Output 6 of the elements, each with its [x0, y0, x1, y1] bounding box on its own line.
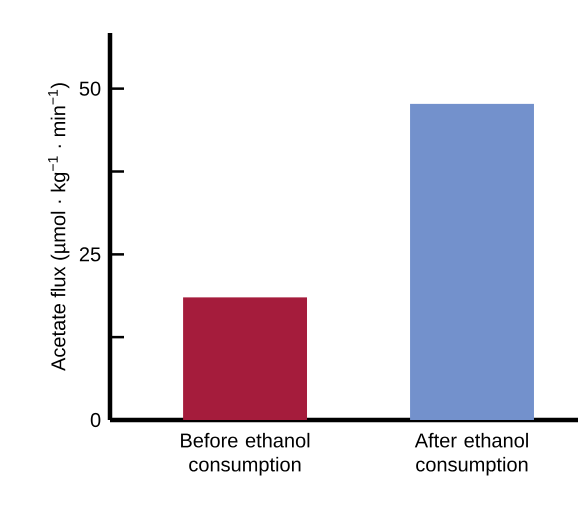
y-tick-label: 50: [80, 82, 100, 96]
x-tick-label: Before ethanol consumption: [181, 432, 310, 476]
y-axis-title: Acetate flux (µmol · kg$^{−1}$ · min$^{−1}$): [48, 83, 70, 371]
x-tick-label: After ethanol consumption: [414, 432, 528, 476]
y-tick-label: 0: [90, 412, 100, 428]
y-tick-label: 25: [80, 247, 100, 262]
